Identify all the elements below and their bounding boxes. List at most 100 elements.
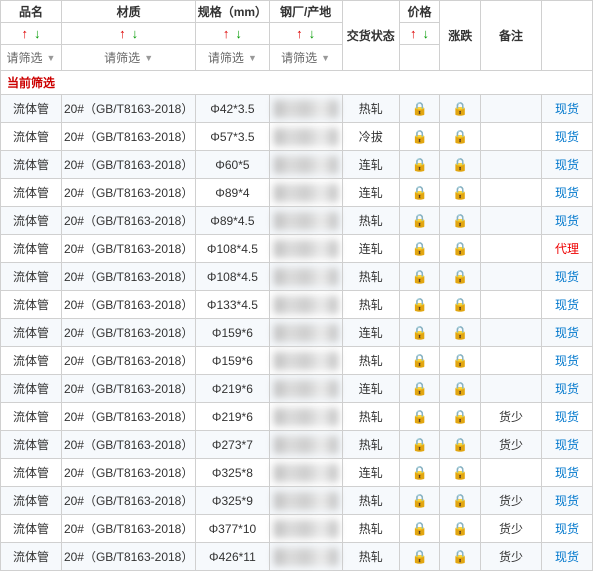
sort-desc-icon[interactable]: ↓ bbox=[423, 27, 430, 40]
col-header-note: 备注 bbox=[481, 1, 542, 71]
cell-remark[interactable]: 现货 bbox=[542, 459, 593, 487]
cell-note bbox=[481, 123, 542, 151]
cell-price[interactable]: 🔒 bbox=[399, 375, 440, 403]
table-row: 流体管20#（GB/T8163-2018）Φ377*10热轧🔒🔒货少现货 bbox=[1, 515, 593, 543]
cell-change[interactable]: 🔒 bbox=[440, 403, 481, 431]
sort-cell-material: ↑↓ bbox=[62, 23, 196, 45]
lock-icon: 🔒 bbox=[411, 101, 427, 116]
cell-price[interactable]: 🔒 bbox=[399, 123, 440, 151]
cell-change[interactable]: 🔒 bbox=[440, 431, 481, 459]
cell-price[interactable]: 🔒 bbox=[399, 487, 440, 515]
filter-select-name[interactable]: 请筛选▼ bbox=[7, 49, 56, 66]
cell-price[interactable]: 🔒 bbox=[399, 543, 440, 571]
table-row: 流体管20#（GB/T8163-2018）Φ219*6热轧🔒🔒货少现货 bbox=[1, 403, 593, 431]
cell-remark[interactable]: 现货 bbox=[542, 347, 593, 375]
cell-remark[interactable]: 现货 bbox=[542, 431, 593, 459]
cell-change[interactable]: 🔒 bbox=[440, 459, 481, 487]
cell-remark[interactable]: 现货 bbox=[542, 375, 593, 403]
cell-material: 20#（GB/T8163-2018） bbox=[62, 515, 196, 543]
cell-remark[interactable]: 现货 bbox=[542, 151, 593, 179]
lock-icon: 🔒 bbox=[411, 297, 427, 312]
table-row: 流体管20#（GB/T8163-2018）Φ133*4.5热轧🔒🔒现货 bbox=[1, 291, 593, 319]
sort-asc-icon[interactable]: ↑ bbox=[296, 27, 303, 40]
cell-price[interactable]: 🔒 bbox=[399, 431, 440, 459]
cell-price[interactable]: 🔒 bbox=[399, 291, 440, 319]
lock-icon: 🔒 bbox=[452, 241, 468, 256]
cell-factory bbox=[269, 179, 342, 207]
cell-change[interactable]: 🔒 bbox=[440, 123, 481, 151]
cell-remark[interactable]: 代理 bbox=[542, 235, 593, 263]
cell-remark[interactable]: 现货 bbox=[542, 179, 593, 207]
steel-price-table: 品名 材质 规格（mm） 钢厂/产地 交货状态 价格 涨跌 备注 ↑↓ ↑↓ ↑… bbox=[0, 0, 593, 571]
lock-icon: 🔒 bbox=[411, 157, 427, 172]
cell-change[interactable]: 🔒 bbox=[440, 179, 481, 207]
cell-price[interactable]: 🔒 bbox=[399, 151, 440, 179]
cell-material: 20#（GB/T8163-2018） bbox=[62, 459, 196, 487]
cell-status: 热轧 bbox=[342, 431, 399, 459]
cell-note: 货少 bbox=[481, 543, 542, 571]
sort-desc-icon[interactable]: ↓ bbox=[235, 27, 242, 40]
lock-icon: 🔒 bbox=[411, 437, 427, 452]
cell-price[interactable]: 🔒 bbox=[399, 515, 440, 543]
sort-desc-icon[interactable]: ↓ bbox=[309, 27, 316, 40]
cell-spec: Φ57*3.5 bbox=[196, 123, 269, 151]
cell-note bbox=[481, 207, 542, 235]
cell-change[interactable]: 🔒 bbox=[440, 95, 481, 123]
sort-desc-icon[interactable]: ↓ bbox=[34, 27, 41, 40]
cell-change[interactable]: 🔒 bbox=[440, 375, 481, 403]
cell-spec: Φ219*6 bbox=[196, 403, 269, 431]
cell-remark[interactable]: 现货 bbox=[542, 291, 593, 319]
cell-spec: Φ325*8 bbox=[196, 459, 269, 487]
cell-remark[interactable]: 现货 bbox=[542, 207, 593, 235]
cell-price[interactable]: 🔒 bbox=[399, 403, 440, 431]
cell-change[interactable]: 🔒 bbox=[440, 207, 481, 235]
cell-change[interactable]: 🔒 bbox=[440, 319, 481, 347]
cell-status: 热轧 bbox=[342, 515, 399, 543]
cell-material: 20#（GB/T8163-2018） bbox=[62, 431, 196, 459]
cell-status: 热轧 bbox=[342, 543, 399, 571]
cell-remark[interactable]: 现货 bbox=[542, 95, 593, 123]
cell-spec: Φ108*4.5 bbox=[196, 263, 269, 291]
cell-price[interactable]: 🔒 bbox=[399, 95, 440, 123]
cell-change[interactable]: 🔒 bbox=[440, 515, 481, 543]
cell-remark[interactable]: 现货 bbox=[542, 123, 593, 151]
cell-remark[interactable]: 现货 bbox=[542, 487, 593, 515]
cell-change[interactable]: 🔒 bbox=[440, 151, 481, 179]
cell-price[interactable]: 🔒 bbox=[399, 207, 440, 235]
cell-remark[interactable]: 现货 bbox=[542, 403, 593, 431]
cell-change[interactable]: 🔒 bbox=[440, 347, 481, 375]
cell-price[interactable]: 🔒 bbox=[399, 347, 440, 375]
cell-remark[interactable]: 现货 bbox=[542, 543, 593, 571]
sort-asc-icon[interactable]: ↑ bbox=[410, 27, 417, 40]
chevron-down-icon: ▼ bbox=[321, 53, 330, 63]
cell-change[interactable]: 🔒 bbox=[440, 263, 481, 291]
cell-price[interactable]: 🔒 bbox=[399, 263, 440, 291]
filter-select-material[interactable]: 请筛选▼ bbox=[104, 49, 153, 66]
cell-spec: Φ89*4.5 bbox=[196, 207, 269, 235]
cell-material: 20#（GB/T8163-2018） bbox=[62, 123, 196, 151]
cell-change[interactable]: 🔒 bbox=[440, 291, 481, 319]
cell-status: 热轧 bbox=[342, 95, 399, 123]
sort-asc-icon[interactable]: ↑ bbox=[223, 27, 230, 40]
cell-remark[interactable]: 现货 bbox=[542, 263, 593, 291]
cell-price[interactable]: 🔒 bbox=[399, 235, 440, 263]
cell-note bbox=[481, 459, 542, 487]
sort-asc-icon[interactable]: ↑ bbox=[119, 27, 126, 40]
cell-remark[interactable]: 现货 bbox=[542, 515, 593, 543]
cell-change[interactable]: 🔒 bbox=[440, 235, 481, 263]
cell-spec: Φ219*6 bbox=[196, 375, 269, 403]
sort-cell-name: ↑↓ bbox=[1, 23, 62, 45]
cell-change[interactable]: 🔒 bbox=[440, 487, 481, 515]
cell-change[interactable]: 🔒 bbox=[440, 543, 481, 571]
cell-price[interactable]: 🔒 bbox=[399, 319, 440, 347]
cell-note: 货少 bbox=[481, 431, 542, 459]
sort-asc-icon[interactable]: ↑ bbox=[22, 27, 29, 40]
cell-price[interactable]: 🔒 bbox=[399, 179, 440, 207]
filter-select-spec[interactable]: 请筛选▼ bbox=[208, 49, 257, 66]
cell-price[interactable]: 🔒 bbox=[399, 459, 440, 487]
cell-remark[interactable]: 现货 bbox=[542, 319, 593, 347]
chevron-down-icon: ▼ bbox=[144, 53, 153, 63]
sort-desc-icon[interactable]: ↓ bbox=[132, 27, 139, 40]
filter-select-factory[interactable]: 请筛选▼ bbox=[281, 49, 330, 66]
cell-factory bbox=[269, 347, 342, 375]
